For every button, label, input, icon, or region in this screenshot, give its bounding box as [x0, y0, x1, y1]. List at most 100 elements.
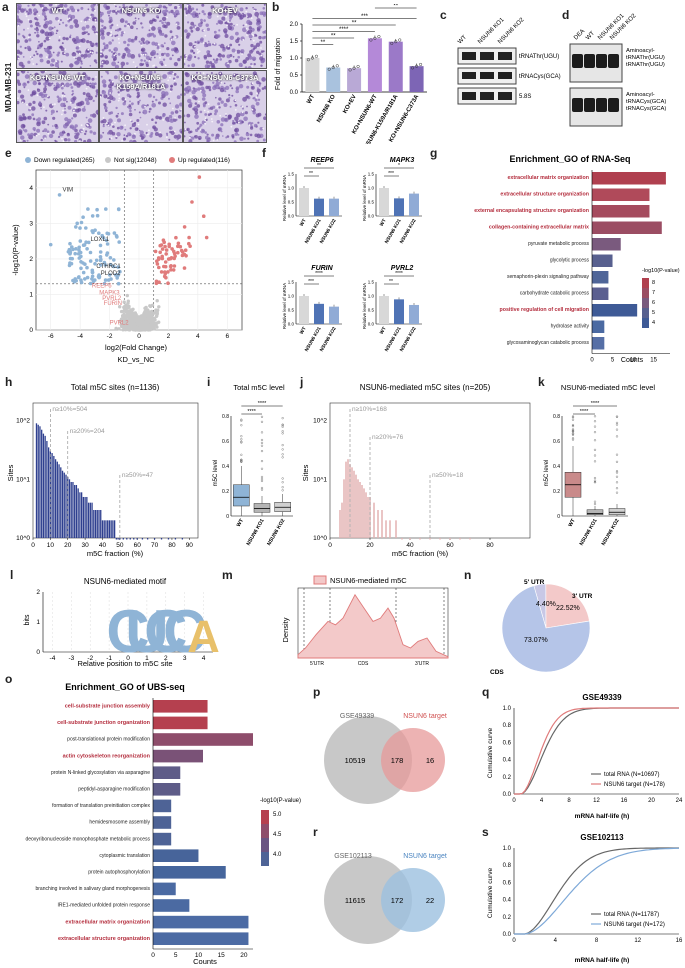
stained-cell [136, 27, 138, 30]
o-term-label: cytoplasmic translation [99, 853, 150, 859]
pore [198, 50, 201, 53]
hist-bar [115, 538, 118, 540]
pore [113, 4, 116, 6]
stained-cell [102, 125, 105, 128]
stained-cell [24, 74, 30, 79]
stained-cell [134, 17, 137, 20]
stained-cell [115, 114, 119, 118]
stained-cell [244, 111, 248, 115]
stained-cell [248, 77, 252, 81]
p-left-label: GSE49339 [340, 713, 374, 720]
e-legend-down: Down regulated(265) [34, 157, 95, 164]
stained-cell [36, 47, 39, 50]
stained-cell [239, 136, 244, 142]
b-dot [394, 40, 398, 44]
e-point-up [160, 256, 165, 261]
stained-cell [139, 134, 143, 138]
stained-cell [227, 25, 233, 31]
stained-cell [242, 24, 245, 27]
f-ytick-label: 1.0 [368, 294, 375, 299]
stained-cell [263, 4, 266, 6]
e-point-up [158, 250, 162, 255]
stained-cell [104, 60, 110, 65]
stained-cell [253, 123, 258, 128]
stained-cell [250, 93, 253, 96]
stained-cell [87, 53, 91, 58]
stained-cell [142, 111, 145, 114]
box-ytick-label: 0.2 [222, 489, 229, 495]
hist-bar [141, 538, 144, 540]
stained-cell [52, 51, 55, 54]
stained-cell [66, 8, 70, 12]
stained-cell [106, 32, 109, 35]
stained-cell [57, 66, 60, 68]
o-xlabel: Counts [193, 957, 217, 966]
pore [124, 98, 127, 101]
f-ytick-label: 0.0 [368, 214, 375, 219]
panel-r-venn: GSE102113 NSUN6 target 11615 172 22 [324, 853, 447, 944]
stained-cell [46, 60, 51, 64]
stained-cell [59, 45, 63, 49]
box-ytick-label: 0.8 [222, 414, 229, 420]
pore [19, 139, 22, 142]
panel-label-j: j [300, 375, 304, 389]
e-point-ns [129, 321, 133, 325]
stained-cell [70, 99, 75, 104]
box-ytick-label: 0.4 [222, 464, 229, 470]
e-point-up [176, 250, 180, 255]
e-point-ns [125, 293, 129, 298]
o-bar [153, 899, 190, 912]
e-point-down [94, 258, 99, 263]
b-ytick-label: 0.5 [290, 73, 299, 79]
stained-cell [141, 77, 146, 83]
stained-cell [44, 85, 47, 88]
pore [198, 100, 200, 103]
stained-cell [34, 21, 40, 27]
f-bar [314, 198, 324, 216]
stained-cell [34, 17, 38, 20]
stained-cell [213, 36, 216, 39]
box-outlier [593, 502, 597, 506]
pore [159, 48, 161, 51]
pore [27, 89, 30, 92]
stained-cell [215, 58, 219, 61]
stained-cell [43, 39, 47, 43]
hist-bar [74, 484, 76, 538]
pore [216, 106, 219, 108]
stained-cell [229, 22, 233, 26]
stained-cell [76, 83, 81, 88]
stained-cell [180, 84, 182, 87]
e-point-up [162, 240, 166, 245]
pore [159, 56, 161, 59]
stained-cell [82, 92, 86, 95]
pore [32, 63, 35, 65]
e-legend-ns: Not sig(12048) [114, 157, 157, 164]
stained-cell [71, 14, 76, 19]
pore [118, 42, 121, 44]
e-point-down [83, 277, 87, 281]
cdf-series-line [514, 707, 679, 795]
stained-cell [17, 79, 20, 84]
stained-cell [79, 100, 85, 106]
pore [144, 10, 146, 13]
stained-cell [91, 45, 94, 48]
stained-cell [72, 52, 75, 54]
stained-cell [258, 35, 262, 40]
cdf-ytick-label: 0.8 [503, 863, 512, 869]
pore [140, 44, 143, 47]
stained-cell [223, 87, 226, 91]
stained-cell [51, 27, 54, 30]
stained-cell [103, 4, 108, 8]
hist-bar [54, 459, 57, 538]
stained-cell [145, 40, 150, 45]
stained-cell [131, 134, 136, 139]
e-xlabel2: KD_vs_NC [117, 355, 155, 364]
stained-cell [53, 26, 56, 29]
pore [241, 106, 244, 108]
e-gene-label: PVRL2 [102, 296, 122, 302]
stained-cell [36, 121, 41, 127]
stained-cell [187, 21, 190, 24]
stained-cell [198, 137, 201, 140]
pore [241, 111, 244, 114]
d-label: tRNAThr(UGU) [626, 62, 665, 68]
